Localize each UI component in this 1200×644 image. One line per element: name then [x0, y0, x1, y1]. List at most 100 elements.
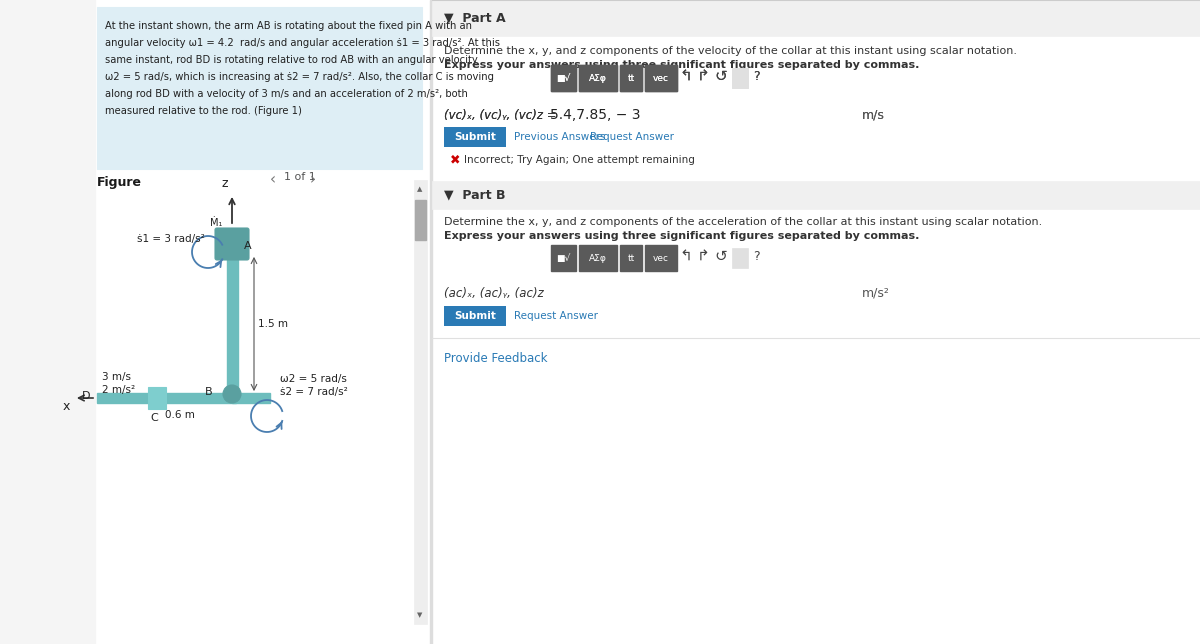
Text: 1.5 m: 1.5 m	[258, 319, 288, 329]
Text: ›: ›	[310, 172, 316, 187]
Bar	[444, 149, 689, 171]
Text: AΣφ: AΣφ	[589, 73, 607, 82]
Bar	[232, 393, 270, 403]
Text: Express your answers using three significant figures separated by commas.: Express your answers using three signifi…	[444, 60, 919, 70]
Text: Determine the x, y, and z components of the velocity of the collar at this insta: Determine the x, y, and z components of …	[444, 46, 1018, 56]
Bar	[732, 68, 748, 88]
Bar	[548, 236, 763, 276]
Text: Determine the x, y, and z components of the acceleration of the collar at this i: Determine the x, y, and z components of …	[444, 217, 1043, 227]
Text: ṡ1 = 3 rad/s²: ṡ1 = 3 rad/s²	[137, 234, 205, 244]
Text: ↱: ↱	[697, 68, 709, 84]
Text: A: A	[244, 241, 252, 251]
Bar	[551, 245, 576, 271]
Text: ṡ2 = 7 rad/s²: ṡ2 = 7 rad/s²	[280, 387, 348, 397]
Text: m/s: m/s	[862, 108, 884, 122]
Text: ω2 = 5 rad/s: ω2 = 5 rad/s	[280, 374, 347, 384]
Bar	[551, 65, 576, 91]
Text: B: B	[204, 387, 212, 397]
Bar	[544, 280, 854, 306]
Text: ↰: ↰	[679, 68, 692, 84]
Text: measured relative to the rod. (Figure 1): measured relative to the rod. (Figure 1)	[106, 106, 302, 116]
Bar	[0, 0, 95, 644]
Bar	[548, 56, 763, 96]
Text: ↱: ↱	[697, 68, 709, 84]
Text: 5.4,7.85, − 3: 5.4,7.85, − 3	[550, 108, 641, 122]
Text: AΣφ: AΣφ	[589, 73, 607, 82]
Bar	[646, 65, 677, 91]
Text: 0.6 m: 0.6 m	[166, 410, 194, 420]
Bar	[580, 245, 617, 271]
Text: Submit: Submit	[454, 311, 496, 321]
Circle shape	[223, 385, 241, 403]
Text: tt: tt	[628, 254, 635, 263]
Text: ▲: ▲	[418, 186, 422, 192]
Bar	[444, 127, 506, 147]
Text: 1 of 1: 1 of 1	[284, 172, 316, 182]
Text: ↰: ↰	[679, 249, 692, 263]
Text: Submit: Submit	[454, 132, 496, 142]
Text: x: x	[62, 399, 70, 413]
Bar	[580, 65, 617, 91]
Text: ↺: ↺	[715, 249, 727, 263]
Text: ↺: ↺	[715, 68, 727, 84]
Bar	[544, 102, 854, 128]
Bar	[432, 0, 1200, 644]
Bar	[415, 200, 426, 240]
Bar	[430, 0, 432, 644]
Bar	[227, 254, 238, 394]
Bar	[444, 306, 506, 326]
Text: angular velocity ω1 = 4.2  rad/s and angular acceleration ṡ1 = 3 rad/s². At this: angular velocity ω1 = 4.2 rad/s and angu…	[106, 38, 500, 48]
Bar	[732, 68, 748, 88]
Text: ■√: ■√	[557, 254, 571, 263]
Bar	[646, 65, 677, 91]
Bar	[432, 0, 1200, 36]
Text: At the instant shown, the arm AB is rotating about the fixed pin A with an: At the instant shown, the arm AB is rota…	[106, 21, 472, 31]
Text: ↰: ↰	[679, 68, 692, 84]
Text: Previous Answers: Previous Answers	[514, 132, 606, 142]
Bar	[414, 180, 427, 624]
Text: ?: ?	[752, 70, 760, 82]
Text: 2 m/s²: 2 m/s²	[102, 385, 136, 395]
Text: Express your answers using three significant figures separated by commas.: Express your answers using three signifi…	[444, 231, 919, 241]
Text: (vᴄ)ₓ, (vᴄ)ᵧ, (vᴄ)ᴢ =: (vᴄ)ₓ, (vᴄ)ᵧ, (vᴄ)ᴢ =	[444, 108, 557, 122]
Text: Ṁ₁: Ṁ₁	[210, 218, 222, 228]
Text: Figure: Figure	[97, 176, 142, 189]
Text: ↱: ↱	[697, 249, 709, 263]
Text: ?: ?	[752, 70, 760, 82]
Text: same instant, rod BD is rotating relative to rod AB with an angular velocity: same instant, rod BD is rotating relativ…	[106, 55, 478, 65]
Bar	[97, 7, 422, 169]
Text: ✖: ✖	[450, 153, 461, 167]
Bar	[97, 393, 236, 403]
Bar	[148, 387, 166, 409]
Bar	[97, 180, 427, 624]
Bar	[432, 181, 1200, 209]
Text: D: D	[82, 391, 90, 401]
Text: along rod BD with a velocity of 3 m/s and an acceleration of 2 m/s², both: along rod BD with a velocity of 3 m/s an…	[106, 89, 468, 99]
Bar	[732, 248, 748, 268]
Text: vec: vec	[653, 73, 670, 82]
Text: ■√: ■√	[557, 73, 571, 82]
Bar	[580, 65, 617, 91]
Bar	[551, 65, 576, 91]
Text: Incorrect; Try Again; One attempt remaining: Incorrect; Try Again; One attempt remain…	[464, 155, 695, 165]
Text: Request Answer: Request Answer	[590, 132, 674, 142]
Text: tt: tt	[628, 73, 635, 82]
Text: 5.4,7.85, − 3: 5.4,7.85, − 3	[550, 108, 641, 122]
Text: AΣφ: AΣφ	[589, 254, 607, 263]
Text: ▼  Part B: ▼ Part B	[444, 189, 505, 202]
Bar	[646, 245, 677, 271]
Text: Provide Feedback: Provide Feedback	[444, 352, 547, 365]
Text: ?: ?	[752, 249, 760, 263]
Text: ↺: ↺	[715, 68, 727, 84]
Text: ▼  Part A: ▼ Part A	[444, 12, 505, 24]
Text: (aᴄ)ₓ, (aᴄ)ᵧ, (aᴄ)ᴢ =: (aᴄ)ₓ, (aᴄ)ᵧ, (aᴄ)ᴢ =	[444, 287, 557, 299]
Bar	[548, 56, 763, 96]
Text: ω2 = 5 rad/s, which is increasing at ṡ2 = 7 rad/s². Also, the collar C is moving: ω2 = 5 rad/s, which is increasing at ṡ2 …	[106, 72, 494, 82]
Text: 3 m/s: 3 m/s	[102, 372, 131, 382]
Bar	[540, 199, 875, 284]
Text: tt: tt	[628, 73, 635, 82]
Text: vec: vec	[653, 254, 670, 263]
Bar	[620, 245, 642, 271]
Text: m/s²: m/s²	[862, 287, 890, 299]
Text: ▼: ▼	[418, 612, 422, 618]
